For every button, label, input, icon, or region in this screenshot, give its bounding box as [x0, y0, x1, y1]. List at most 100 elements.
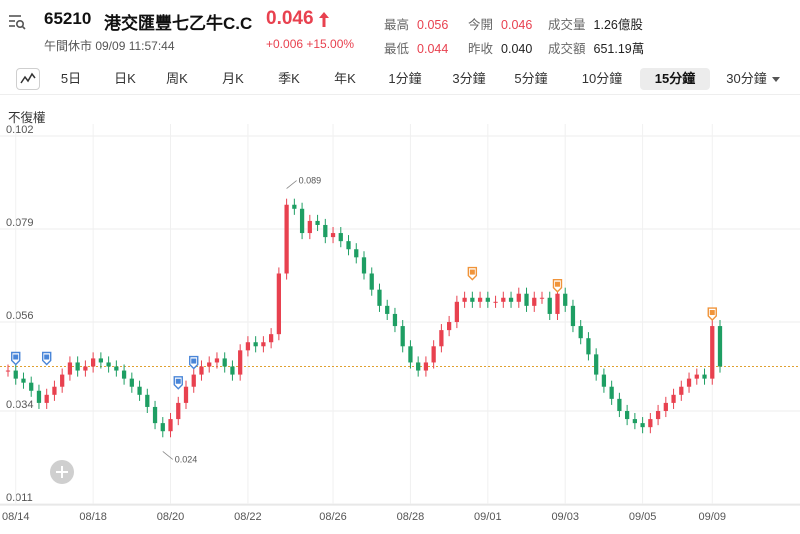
kline-chart[interactable]: 0.102 0.079 0.056 0.034 0.011 08/14 08/18 08/20…: [0, 122, 800, 534]
period-tabs: 5日 日K 周K 月K 季K 年K 1分鐘 3分鐘 5分鐘 10分鐘 15分鐘 30分鐘: [0, 64, 800, 95]
stat-value: 651.19萬: [593, 42, 645, 56]
candle-body: [563, 293, 568, 306]
stat-label: 最低: [384, 42, 410, 56]
stat-label: 成交量: [548, 18, 586, 32]
candle-body: [663, 402, 668, 411]
candle-body: [44, 394, 49, 403]
candle-body: [609, 386, 614, 399]
tab-label: 30分鐘: [726, 71, 767, 86]
stat-value: 0.046: [501, 18, 533, 32]
tab-period-2[interactable]: 周K: [160, 68, 194, 90]
candle-body: [632, 419, 637, 424]
candle-body: [640, 423, 645, 428]
candle-body: [13, 370, 18, 379]
candle-body: [292, 204, 297, 209]
tab-period-11[interactable]: 30分鐘: [720, 68, 786, 90]
candle-body: [694, 374, 699, 379]
candle-body: [361, 257, 367, 274]
add-indicator-button[interactable]: [50, 460, 74, 484]
tab-period-3[interactable]: 月K: [218, 68, 248, 90]
candle-body: [129, 378, 134, 387]
annotation-leader: [162, 451, 174, 460]
candle-body: [276, 273, 281, 335]
x-tick-label: 08/28: [397, 511, 425, 523]
candle-body: [261, 342, 266, 347]
chart-type-button[interactable]: [16, 68, 40, 90]
candle-body: [578, 326, 583, 339]
tab-period-7[interactable]: 3分鐘: [446, 68, 492, 90]
tab-label: 周K: [166, 71, 188, 86]
candle-body: [508, 297, 514, 302]
tab-period-8[interactable]: 5分鐘: [508, 68, 554, 90]
candle-body: [594, 354, 599, 375]
candle-body: [214, 358, 220, 363]
candle-body: [183, 386, 189, 403]
candle-body: [501, 297, 506, 302]
candle-body: [52, 386, 57, 395]
quote-header: 65210 港交匯豐七乙牛C.C 0.046 午間休市 09/09 11:57:…: [0, 0, 800, 62]
candle-body: [238, 350, 243, 375]
candle-body: [21, 378, 26, 383]
tab-period-0[interactable]: 5日: [56, 68, 86, 90]
tab-period-9[interactable]: 10分鐘: [574, 68, 630, 90]
candle-body: [717, 326, 723, 367]
candle-body: [5, 370, 11, 372]
candle-body: [176, 402, 181, 420]
candle-body: [447, 322, 452, 331]
stat-3: 最低 0.044: [384, 38, 448, 57]
tab-label: 1分鐘: [388, 71, 422, 86]
candle-body: [191, 374, 196, 387]
event-flag-icon: [707, 307, 717, 322]
tab-label: 15分鐘: [654, 71, 696, 86]
stat-value: 0.056: [417, 18, 449, 32]
tab-period-5[interactable]: 年K: [328, 68, 362, 90]
candle-body: [160, 423, 165, 432]
candle-body: [346, 241, 351, 250]
candle-body: [245, 342, 251, 351]
last-price: 0.046: [266, 8, 314, 29]
price-adjust-label[interactable]: 不復權: [8, 111, 46, 125]
candle-body: [439, 330, 444, 347]
stat-5: 成交額 651.19萬: [548, 38, 644, 57]
candle-body: [408, 346, 413, 363]
tab-period-10[interactable]: 15分鐘: [640, 68, 710, 90]
event-flag-icon: [173, 376, 183, 390]
arrow-up-icon: [319, 12, 329, 27]
stock-code: 65210: [44, 9, 92, 28]
y-tick-label: 0.102: [6, 124, 34, 136]
candle-body: [307, 220, 312, 234]
y-tick-label: 0.079: [6, 217, 34, 229]
stat-2: 成交量 1.26億股: [548, 14, 643, 33]
tab-label: 季K: [278, 71, 300, 86]
candle-body: [315, 220, 320, 225]
candle-body: [702, 374, 707, 379]
candle-body: [462, 297, 467, 302]
event-flag-fill: [44, 354, 50, 360]
candle-body: [83, 366, 88, 371]
candle-body: [67, 362, 73, 375]
candle-body: [114, 366, 119, 371]
candle-body: [555, 293, 560, 314]
y-tick-label: 0.034: [6, 399, 34, 411]
tab-period-6[interactable]: 1分鐘: [382, 68, 428, 90]
event-flag-fill: [709, 310, 715, 316]
candle-body: [547, 297, 552, 314]
event-flag-fill: [554, 281, 560, 287]
candle-body: [36, 390, 42, 403]
stat-label: 最高: [384, 18, 410, 32]
candle-body: [710, 326, 715, 379]
x-tick-label: 08/26: [319, 511, 347, 523]
candle-body: [601, 374, 607, 387]
candle-body: [416, 362, 421, 371]
x-tick-label: 09/05: [629, 511, 657, 523]
x-tick-label: 08/20: [157, 511, 185, 523]
list-search-icon[interactable]: [8, 13, 26, 31]
candle-body: [207, 362, 212, 367]
candle-body: [354, 249, 359, 258]
tab-period-4[interactable]: 季K: [272, 68, 306, 90]
stat-label: 成交額: [548, 42, 586, 56]
candle-body: [168, 419, 173, 432]
candle-body: [385, 305, 390, 314]
stat-label: 昨收: [468, 42, 494, 56]
tab-period-1[interactable]: 日K: [110, 68, 140, 90]
